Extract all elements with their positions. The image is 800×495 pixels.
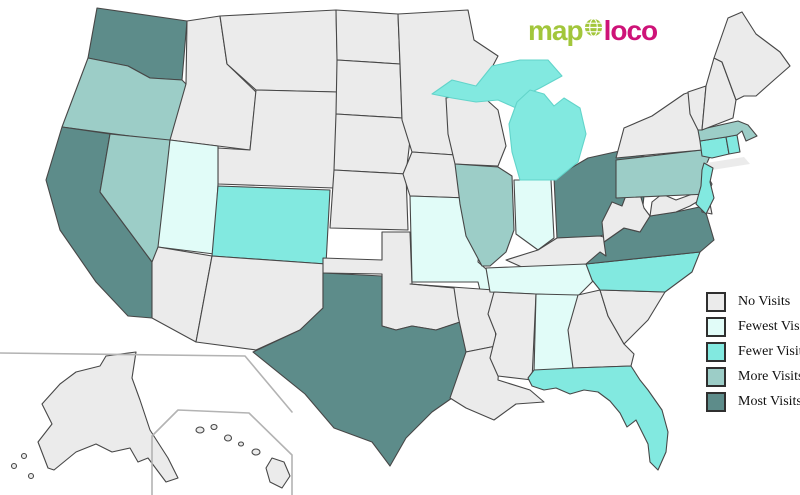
state-massachusetts: Massachusetts [697,120,758,142]
hawaii-island: Hawaii [251,448,261,456]
logo-text-loco: loco [603,15,659,46]
state-florida: Florida [527,365,669,471]
legend-item-more-visits: More Visits [706,367,800,387]
state-illinois: Illinois [454,163,515,267]
state-michigan-upper-peninsula: Michigan [431,59,563,109]
logo-text-map: map [528,15,584,46]
legend-label: Fewest Visits [738,319,800,334]
state-south-dakota: South Dakota [335,59,403,119]
state-arizona: Arizona [151,246,213,343]
maploco-logo[interactable]: map loco [528,10,659,52]
state-maine: Maine [713,11,791,101]
state-tennessee: Tennessee [485,263,597,297]
state-mississippi: Mississippi [487,291,537,381]
alaska-island: Alaska [20,452,28,460]
legend-label: More Visits [738,369,800,384]
state-wisconsin: Wisconsin [445,91,507,167]
legend-swatch-fewer-visits [706,342,726,362]
state-alaska: Alaska [37,351,179,483]
legend-swatch-no-visits [706,292,726,312]
visit-legend: No Visits Fewest Visits Fewer Visits Mor… [706,292,800,417]
hawaii-big-island: Hawaii [265,457,291,489]
globe-icon [584,17,602,37]
legend-label: No Visits [738,294,791,309]
alaska-inset-frame [0,352,293,413]
state-kansas: Kansas [329,169,409,231]
hawaii-island: Hawaii [210,423,218,431]
hawaii-island: Hawaii [223,434,233,442]
legend-label: Fewer Visits [738,344,800,359]
legend-item-fewest-visits: Fewest Visits [706,317,800,337]
alaska-island: Alaska [27,472,35,480]
state-indiana: Indiana [513,179,555,251]
legend-swatch-fewest-visits [706,317,726,337]
state-vermont: Vermont [687,85,707,131]
state-new-jersey: New Jersey [695,162,715,215]
hawaii-inset-frame [151,409,293,495]
legend-item-most-visits: Most Visits [706,392,800,412]
state-rhode-island: Rhode Island [725,134,741,155]
legend-item-fewer-visits: Fewer Visits [706,342,800,362]
state-texas: Texas [252,272,469,467]
state-colorado: Colorado [211,185,331,265]
alaska-island: Alaska [10,462,18,470]
hawaii-island: Hawaii [237,441,245,447]
state-nebraska: Nebraska [333,113,411,175]
state-michigan-lower-peninsula: Michigan [508,89,587,181]
legend-swatch-more-visits [706,367,726,387]
long-island [706,157,750,170]
legend-label: Most Visits [738,394,800,409]
hawaii-island: Hawaii [195,426,205,434]
legend-item-no-visits: No Visits [706,292,800,312]
legend-swatch-most-visits [706,392,726,412]
state-north-dakota: North Dakota [335,9,401,65]
